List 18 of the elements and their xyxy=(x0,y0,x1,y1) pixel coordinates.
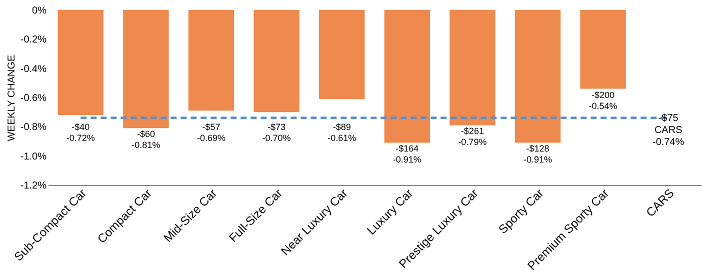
data-label: -$60 -0.81% xyxy=(132,129,160,150)
data-label: -$40 -0.72% xyxy=(66,122,95,143)
data-label: -$89 -0.61% xyxy=(328,122,356,143)
y-tick-label: -0.6% xyxy=(20,93,47,104)
data-label: -$73 -0.70% xyxy=(262,122,291,143)
data-label: -$200 -0.54% xyxy=(588,90,618,111)
y-axis-title: WEEKLY CHANGE xyxy=(6,54,18,142)
data-label: -$128 -0.91% xyxy=(523,144,552,165)
data-label: -$57 -0.69% xyxy=(196,122,226,143)
y-tick-label: -1.0% xyxy=(20,151,47,162)
ref-line-label: -$75 CARS -0.74% xyxy=(652,112,684,148)
data-label: -$261 -0.79% xyxy=(458,126,487,148)
y-tick-label: -0.2% xyxy=(20,34,47,46)
data-label: -$164 -0.91% xyxy=(392,144,422,165)
y-tick-label: -0.8% xyxy=(20,122,47,134)
y-tick-label: -0.4% xyxy=(20,64,47,75)
y-tick-label: -1.2% xyxy=(20,180,47,192)
y-tick-label: 0% xyxy=(32,6,47,16)
